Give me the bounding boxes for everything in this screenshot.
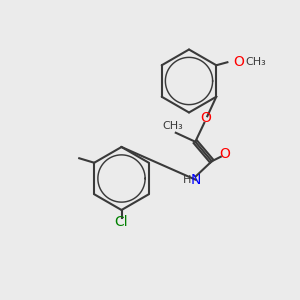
Text: CH₃: CH₃: [245, 57, 266, 67]
Text: O: O: [233, 55, 244, 69]
Text: H: H: [183, 175, 191, 185]
Text: CH₃: CH₃: [162, 121, 183, 131]
Text: O: O: [200, 111, 211, 125]
Text: O: O: [219, 147, 230, 161]
Text: Cl: Cl: [115, 215, 128, 229]
Text: N: N: [191, 173, 201, 187]
